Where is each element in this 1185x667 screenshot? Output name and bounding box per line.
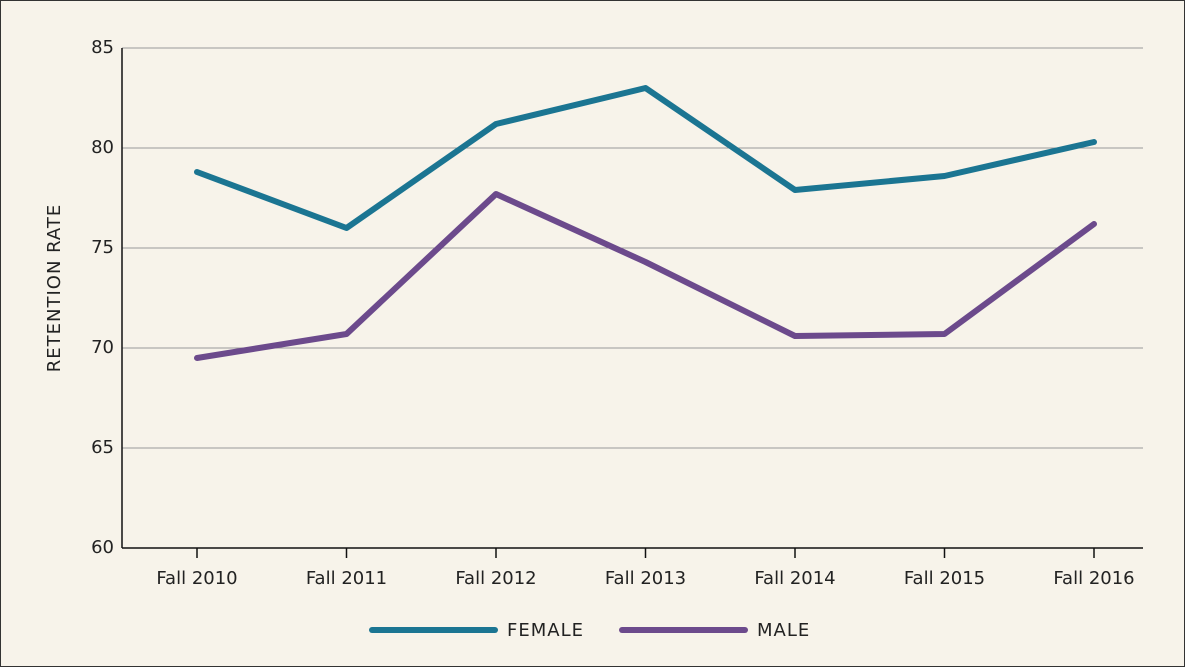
y-tick-label: 80 xyxy=(91,137,114,158)
x-tick-label: Fall 2011 xyxy=(306,568,387,589)
x-tick-label: Fall 2012 xyxy=(455,568,536,589)
y-tick-label: 85 xyxy=(91,37,114,58)
x-tick-label: Fall 2014 xyxy=(754,568,835,589)
x-tick-label: Fall 2016 xyxy=(1053,568,1134,589)
x-tick-label: Fall 2010 xyxy=(156,568,237,589)
y-tick-label: 65 xyxy=(91,437,114,458)
series-line xyxy=(194,191,1097,361)
x-tick-label: Fall 2015 xyxy=(904,568,985,589)
legend-label: MALE xyxy=(757,620,810,641)
x-tick-label: Fall 2013 xyxy=(605,568,686,589)
y-axis-label: RETENTION RATE xyxy=(44,204,65,372)
series-line xyxy=(194,85,1097,231)
y-tick-label: 70 xyxy=(91,337,114,358)
legend-label: FEMALE xyxy=(507,620,584,641)
y-tick-label: 75 xyxy=(91,237,114,258)
y-tick-label: 60 xyxy=(91,537,114,558)
